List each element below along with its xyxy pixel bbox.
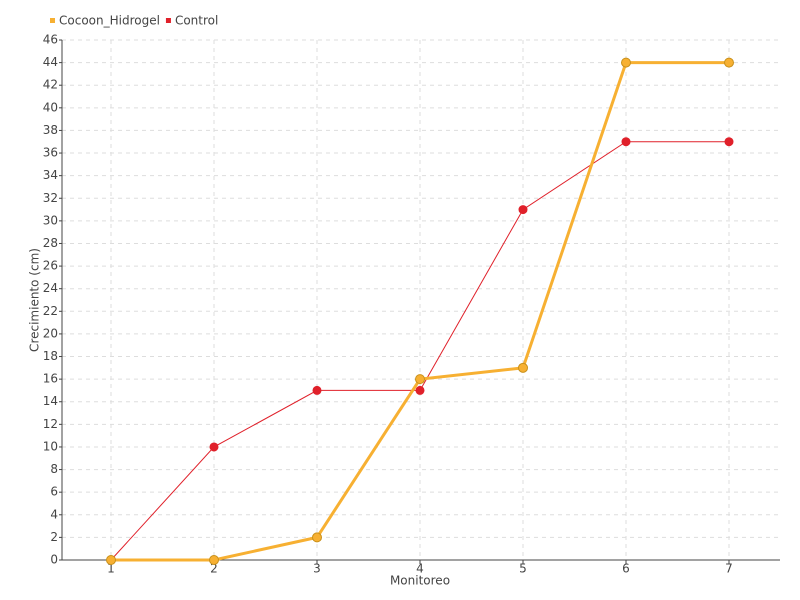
point [518,362,528,373]
y-tick-label: 32 [43,191,58,205]
point [415,374,425,385]
y-tick-label: 10 [43,439,58,453]
point [724,137,734,147]
point [724,57,734,68]
point [209,555,219,565]
legend-label: Cocoon_Hidrogel [59,14,160,28]
y-tick-label: 8 [50,462,58,476]
point [415,385,425,395]
y-tick-label: 34 [43,168,58,182]
point [106,555,116,565]
x-tick-label: 6 [622,562,630,576]
legend-label: Control [175,14,218,28]
y-tick-label: 28 [43,236,58,250]
point [312,532,322,543]
y-axis-label: Crecimiento (cm) [28,248,42,352]
y-tick-label: 0 [50,553,58,567]
y-tick-label: 20 [43,326,58,340]
y-tick-label: 4 [50,507,58,521]
x-tick-label: 7 [725,562,733,576]
x-tick-label: 2 [210,562,218,576]
point [312,385,322,395]
point [621,137,631,147]
point [621,57,631,68]
y-tick-label: 16 [43,372,58,386]
y-tick-label: 30 [43,213,58,227]
x-axis-label: Monitoreo [390,574,450,588]
y-tick-label: 44 [43,55,58,69]
y-tick-label: 36 [43,146,58,160]
y-tick-label: 22 [43,304,58,318]
y-tick-label: 24 [43,281,58,295]
y-tick-label: 2 [50,530,58,544]
y-tick-label: 40 [43,100,58,114]
y-tick-label: 14 [43,394,58,408]
legend-swatch [165,18,171,23]
point [209,442,219,452]
y-tick-label: 38 [43,123,58,137]
x-tick-label: 4 [416,562,424,576]
point [518,205,528,215]
y-tick-label: 18 [43,349,58,363]
y-tick-label: 46 [43,33,58,47]
y-tick-label: 6 [50,485,58,499]
x-tick-label: 5 [519,562,527,576]
y-tick-label: 26 [43,259,58,273]
y-tick-label: 42 [43,78,58,92]
x-tick-label: 1 [107,562,115,576]
x-tick-label: 3 [313,562,321,576]
y-tick-label: 12 [43,417,58,431]
legend-swatch [50,18,55,23]
